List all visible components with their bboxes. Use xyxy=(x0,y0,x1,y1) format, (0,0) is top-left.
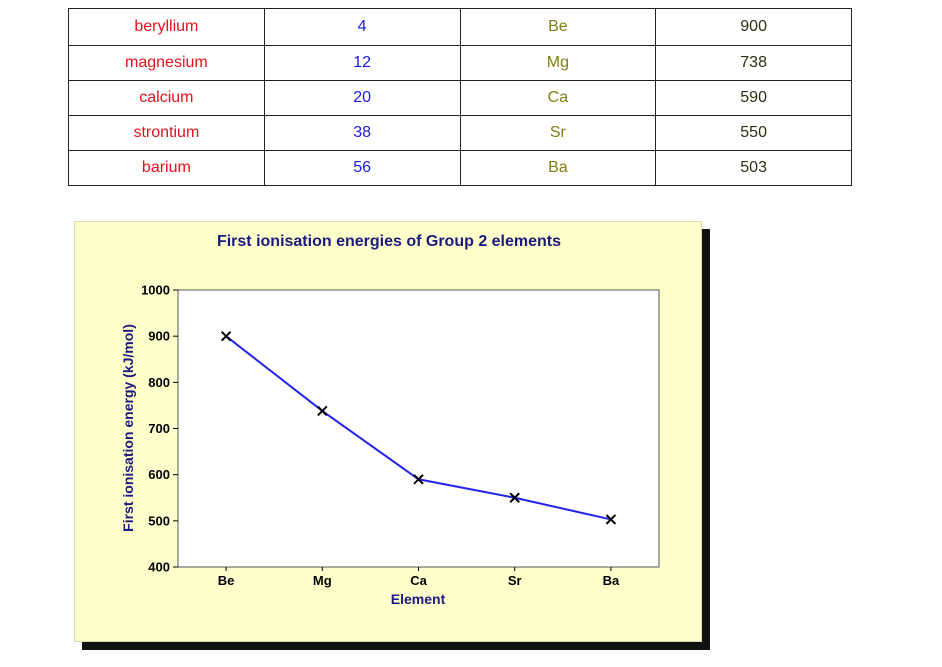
atomic-number-cell: 4 xyxy=(263,8,461,46)
data-markers xyxy=(220,330,617,525)
element-name-cell: barium xyxy=(68,150,265,186)
element-symbol-cell: Mg xyxy=(459,45,657,81)
chart-title: First ionisation energies of Group 2 ele… xyxy=(217,233,561,250)
table-row: magnesium 12 Mg 738 xyxy=(68,45,852,81)
x-tick-label: Ca xyxy=(410,573,427,588)
atomic-number-cell: 12 xyxy=(263,45,461,81)
element-name-cell: calcium xyxy=(68,80,265,116)
ionisation-energy-cell: 590 xyxy=(655,80,852,116)
plot-area xyxy=(177,289,660,568)
x-axis: Be Mg Ca Sr Ba xyxy=(218,567,620,588)
ionisation-energy-chart: First ionisation energies of Group 2 ele… xyxy=(120,233,660,607)
ionisation-energy-cell: 503 xyxy=(655,150,852,186)
table-row: strontium 38 Sr 550 xyxy=(68,115,852,151)
x-tick-label: Ba xyxy=(603,573,620,588)
elements-table-body: beryllium 4 Be 900 magnesium 12 Mg 738 c… xyxy=(68,8,852,186)
table-row: calcium 20 Ca 590 xyxy=(68,80,852,116)
y-axis-label: First ionisation energy (kJ/mol) xyxy=(120,324,136,532)
x-tick-label: Be xyxy=(218,573,235,588)
element-name-cell: beryllium xyxy=(68,8,265,46)
y-tick-label: 800 xyxy=(148,375,170,390)
data-point-mg xyxy=(317,405,328,417)
element-symbol-cell: Sr xyxy=(459,115,657,151)
table-row: beryllium 4 Be 900 xyxy=(68,8,852,46)
element-symbol-cell: Ca xyxy=(459,80,657,116)
data-point-ba xyxy=(605,514,617,525)
elements-table: beryllium 4 Be 900 magnesium 12 Mg 738 c… xyxy=(68,8,852,186)
y-tick-label: 400 xyxy=(148,560,170,575)
y-tick-label: 900 xyxy=(148,329,170,344)
x-tick-label: Sr xyxy=(508,573,522,588)
table-row: barium 56 Ba 503 xyxy=(68,150,852,186)
element-name-cell: strontium xyxy=(68,115,265,151)
x-axis-label: Element xyxy=(391,591,446,607)
ionisation-energy-cell: 550 xyxy=(655,115,852,151)
element-name-cell: magnesium xyxy=(68,45,265,81)
x-tick-label: Mg xyxy=(313,573,332,588)
ionisation-energy-cell: 900 xyxy=(655,8,852,46)
element-symbol-cell: Be xyxy=(459,8,657,46)
y-tick-label: 1000 xyxy=(141,283,170,298)
atomic-number-cell: 38 xyxy=(263,115,461,151)
data-point-sr xyxy=(509,492,520,503)
data-point-be xyxy=(220,330,232,342)
y-axis: 400 500 600 700 800 900 1000 xyxy=(141,283,178,575)
chart-panel: First ionisation energies of Group 2 ele… xyxy=(74,221,702,642)
atomic-number-cell: 56 xyxy=(263,150,461,186)
ionisation-energy-cell: 738 xyxy=(655,45,852,81)
data-point-ca xyxy=(413,474,424,485)
y-tick-label: 600 xyxy=(148,467,170,482)
y-tick-label: 500 xyxy=(148,513,170,528)
y-tick-label: 700 xyxy=(148,421,170,436)
element-symbol-cell: Ba xyxy=(459,150,657,186)
atomic-number-cell: 20 xyxy=(263,80,461,116)
